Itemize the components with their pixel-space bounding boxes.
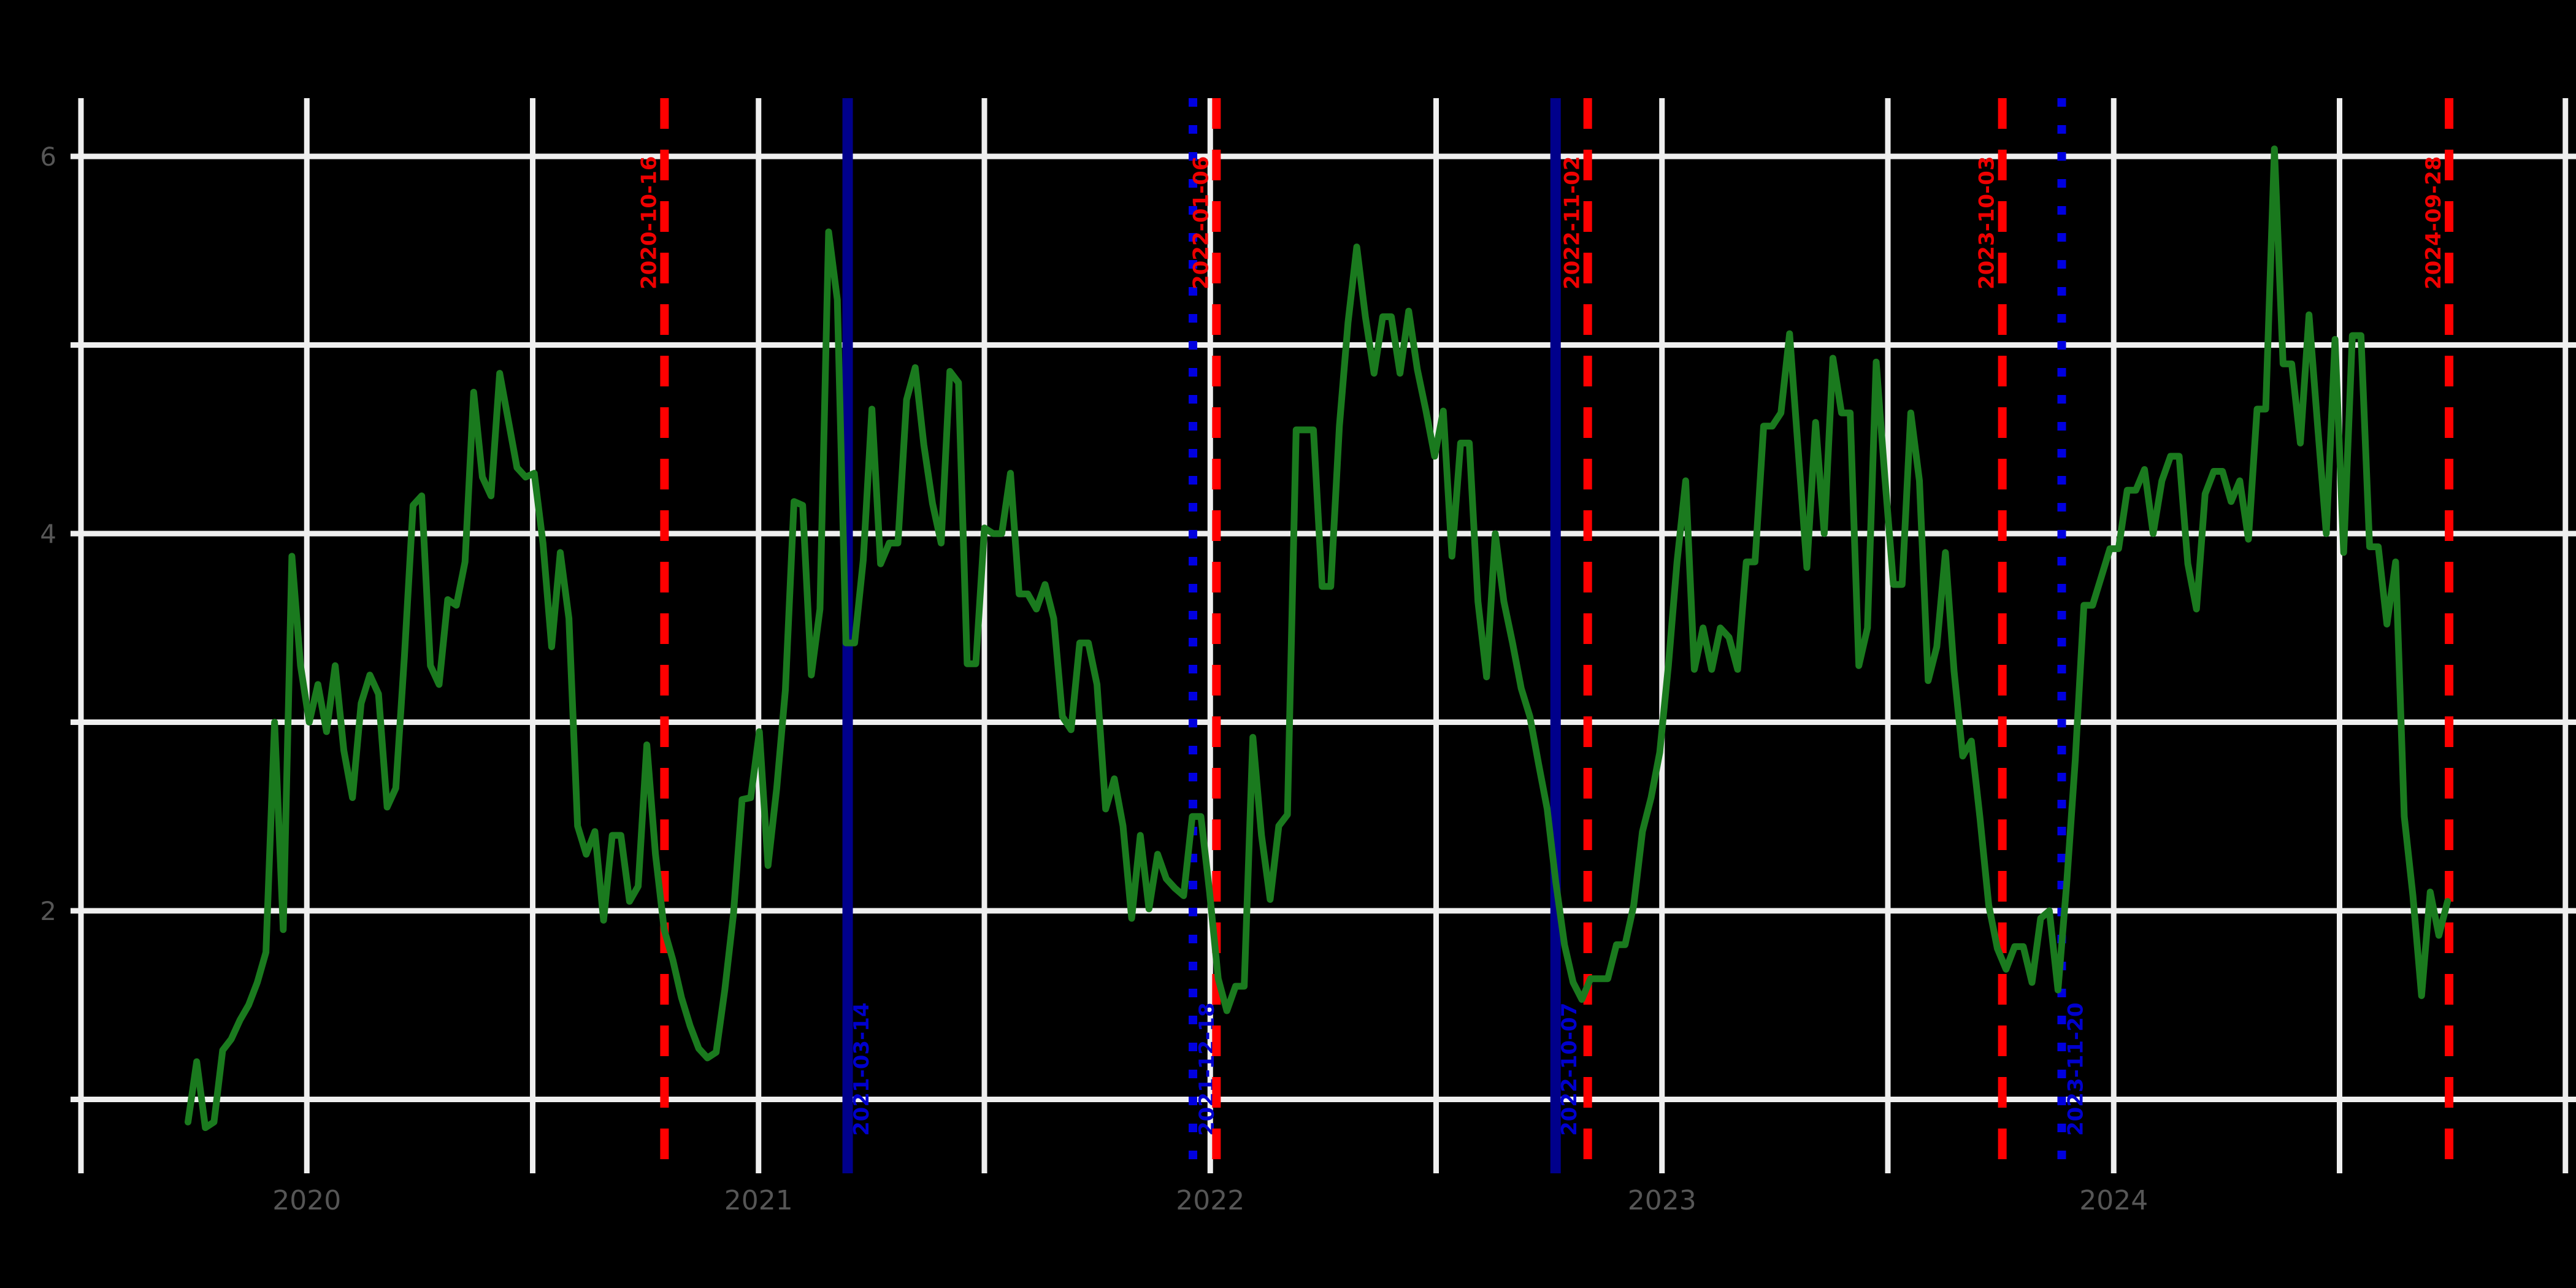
x-tick-label-2021: 2021 <box>724 1185 793 1216</box>
event-label-red-2022-11-02: 2022-11-02 <box>1560 156 1585 289</box>
event-label-red-2020-10-16: 2020-10-16 <box>637 156 661 289</box>
event-label-blue-2021-03-14: 2021-03-14 <box>849 1003 874 1136</box>
event-lines: 2021-03-14 2021-12-18 2022-10-07 2023-11-20… <box>637 98 2454 1173</box>
x-tick-label-2024: 2024 <box>2079 1185 2148 1216</box>
x-tick-label-2022: 2022 <box>1176 1185 1244 1216</box>
y-tick-label-2: 2 <box>40 896 56 926</box>
y-axis-tick-labels: 2 4 6 <box>40 142 56 926</box>
vertical-gridlines <box>78 98 2569 1173</box>
x-tick-label-2020: 2020 <box>272 1185 341 1216</box>
event-label-blue-2023-11-20: 2023-11-20 <box>2064 1003 2088 1136</box>
x-axis-tick-labels: 2020 2021 2022 2023 2024 <box>272 1185 2148 1216</box>
event-label-blue-2021-12-18: 2021-12-18 <box>1195 1003 1219 1136</box>
x-tick-label-2023: 2023 <box>1628 1185 1696 1216</box>
event-label-blue-2022-10-07: 2022-10-07 <box>1557 1003 1582 1136</box>
event-label-red-2022-01-06: 2022-01-06 <box>1189 156 1213 289</box>
data-series <box>185 145 2451 1132</box>
y-tick-label-6: 6 <box>40 142 56 172</box>
event-label-red-2023-10-03: 2023-10-03 <box>1975 156 1999 289</box>
event-label-red-2024-09-28: 2024-09-28 <box>2421 156 2446 289</box>
horizontal-gridlines <box>71 153 2576 1102</box>
series-line-weekly-value-series <box>185 145 2451 1132</box>
y-tick-label-4: 4 <box>40 519 56 549</box>
